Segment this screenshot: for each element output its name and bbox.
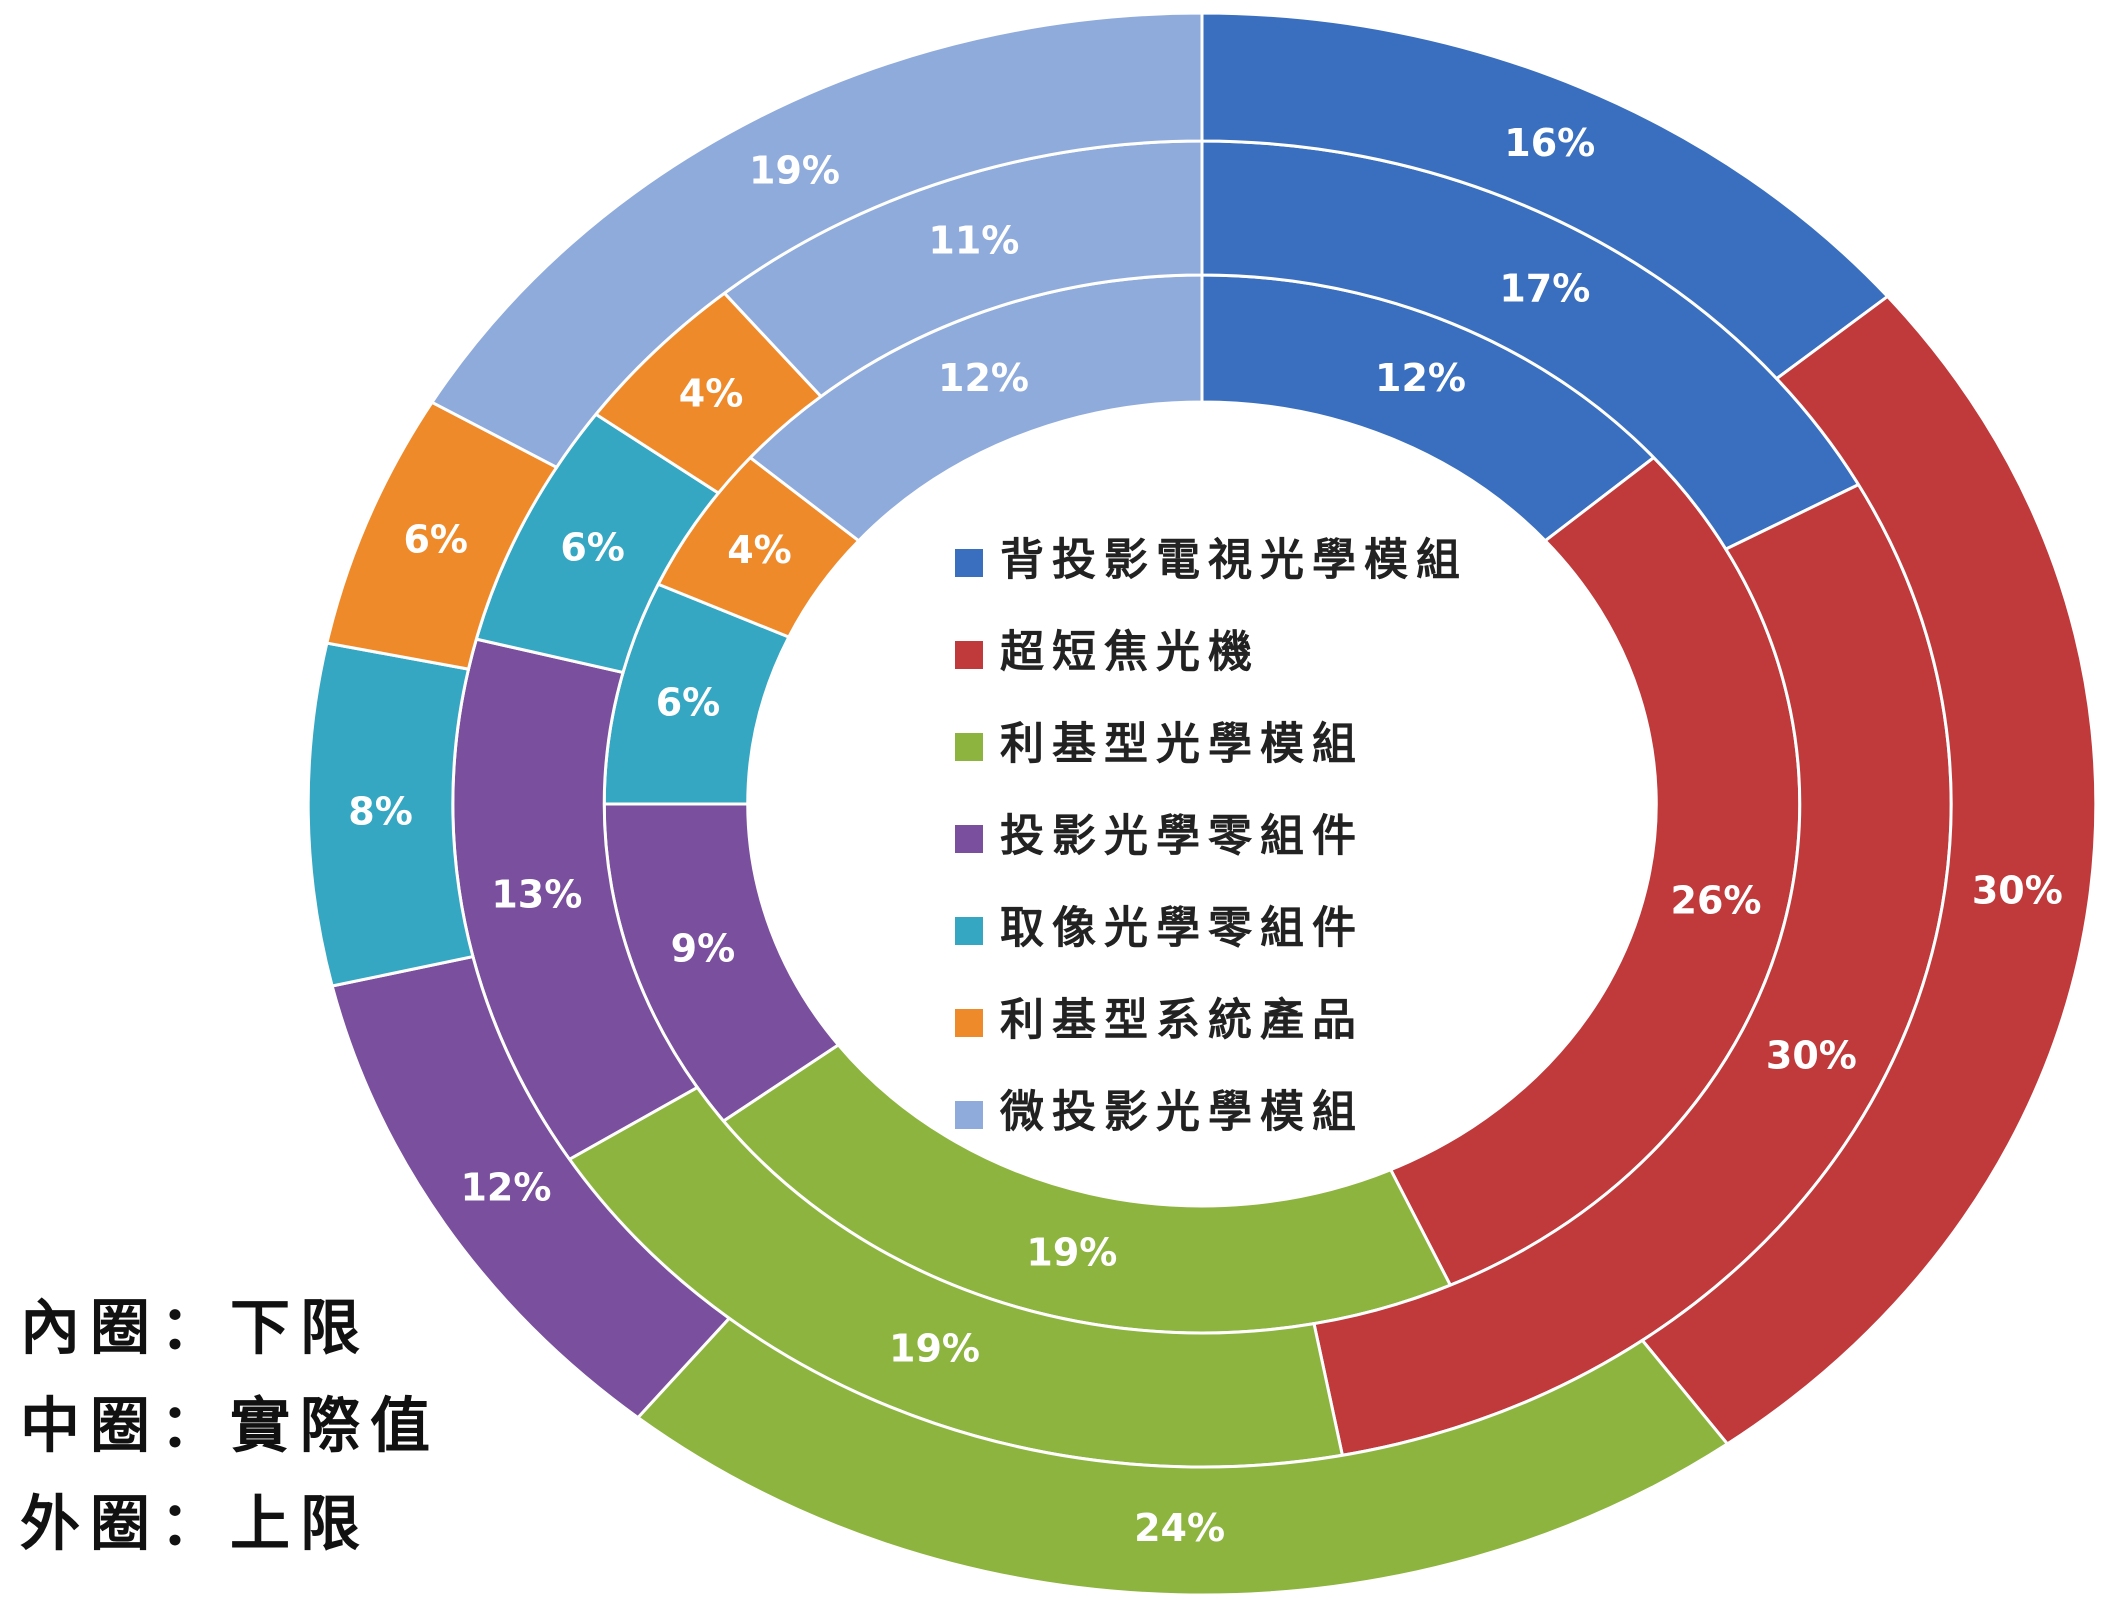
legend-label: 微投影光學模組: [999, 1087, 1364, 1138]
legend-swatch: [955, 1101, 983, 1129]
data-label: 6%: [656, 681, 721, 725]
slice: [1640, 294, 2098, 1446]
legend-swatch: [955, 641, 983, 669]
legend-swatch: [955, 1009, 983, 1037]
legend-label: 投影光學零組件: [1000, 811, 1364, 862]
legend-label: 超短焦光機: [1000, 627, 1260, 678]
data-label: 12%: [938, 356, 1029, 400]
data-label: 12%: [1375, 356, 1466, 400]
legend-swatch: [955, 917, 983, 945]
data-label: 16%: [1504, 121, 1595, 165]
data-label: 11%: [928, 219, 1019, 263]
data-label: 17%: [1499, 266, 1590, 310]
data-label: 26%: [1671, 878, 1762, 922]
legend-swatch: [955, 825, 983, 853]
slice: [429, 11, 1204, 470]
legend-swatch: [955, 549, 983, 577]
data-label: 30%: [1766, 1033, 1857, 1077]
data-label: 4%: [679, 372, 744, 416]
data-label: 8%: [348, 789, 413, 833]
data-label: 6%: [560, 526, 625, 570]
data-label: 19%: [1026, 1231, 1117, 1275]
ring-note: 中圈：實際值: [20, 1392, 440, 1462]
data-label: 6%: [403, 517, 468, 561]
legend-swatch: [955, 733, 983, 761]
data-label: 4%: [727, 528, 792, 572]
ring-note: 內圈：下限: [20, 1294, 370, 1364]
data-label: 12%: [460, 1166, 551, 1210]
legend-label: 利基型光學模組: [1000, 719, 1364, 770]
data-label: 24%: [1134, 1506, 1225, 1550]
legend-label: 利基型系統產品: [1000, 995, 1364, 1046]
data-label: 19%: [889, 1326, 980, 1370]
ring-note: 外圈：上限: [20, 1490, 370, 1560]
data-label: 9%: [671, 927, 736, 971]
legend-label: 取像光學零組件: [1000, 903, 1364, 954]
data-label: 13%: [491, 873, 582, 917]
data-label: 30%: [1972, 869, 2063, 913]
legend-label: 背投影電視光學模組: [1000, 535, 1468, 586]
data-label: 19%: [749, 148, 840, 192]
